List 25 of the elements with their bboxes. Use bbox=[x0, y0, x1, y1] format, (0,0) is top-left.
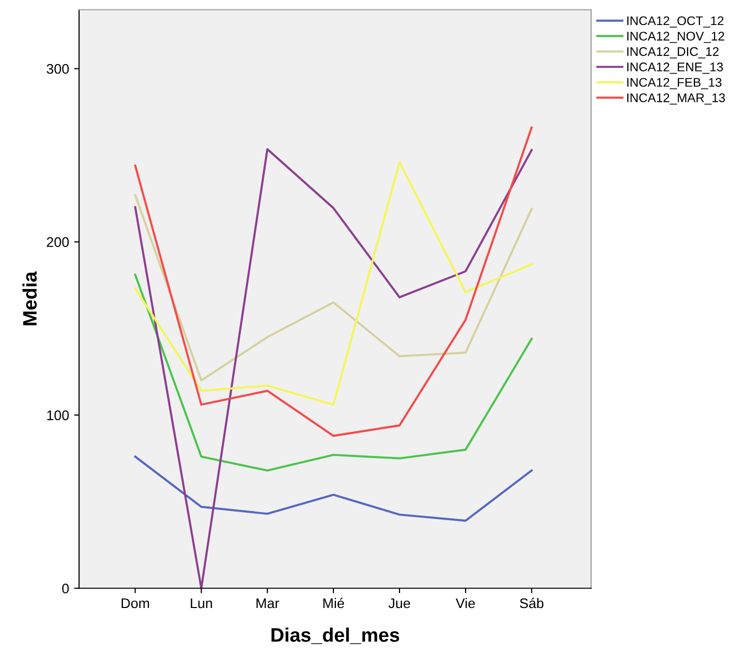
legend-label: INCA12_NOV_12 bbox=[627, 32, 724, 43]
x-tick-label: Sáb bbox=[520, 598, 544, 608]
x-tick-label: Dom bbox=[122, 598, 149, 608]
line-series bbox=[134, 148, 533, 588]
x-tick-label: Lun bbox=[190, 598, 212, 608]
line-series bbox=[134, 161, 533, 406]
y-tick-label: 200 bbox=[46, 237, 69, 248]
x-tick-label: Vie bbox=[456, 598, 475, 608]
line-series bbox=[134, 126, 533, 437]
x-tick-label: Mar bbox=[256, 598, 280, 608]
line-series bbox=[134, 274, 533, 472]
legend-label: INCA12_ENE_13 bbox=[627, 62, 723, 74]
x-tick-label: Jue bbox=[388, 598, 410, 608]
y-axis-title: Media bbox=[22, 271, 37, 326]
x-axis-title: Dias_del_mes bbox=[272, 628, 400, 644]
legend-label: INCA12_OCT_12 bbox=[627, 16, 724, 28]
legend-label: INCA12_MAR_13 bbox=[627, 93, 725, 105]
y-tick-label: 0 bbox=[62, 584, 69, 594]
y-tick-label: 300 bbox=[46, 64, 69, 74]
x-tick-label: Mié bbox=[323, 598, 344, 608]
legend-label: INCA12_DIC_12 bbox=[627, 47, 719, 58]
y-tick-label: 100 bbox=[47, 410, 69, 420]
legend-label: INCA12_FEB_13 bbox=[627, 78, 722, 90]
line-series bbox=[134, 456, 533, 522]
line-series bbox=[134, 194, 533, 382]
